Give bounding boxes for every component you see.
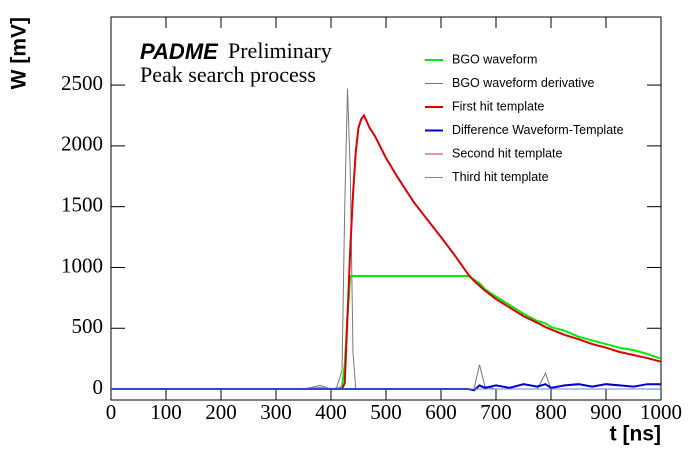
x-tick-label: 200 — [205, 400, 237, 424]
x-tick-label: 700 — [480, 400, 512, 424]
legend-label: Third hit template — [452, 170, 549, 184]
annotation: PADME — [140, 39, 219, 64]
y-tick-label: 2500 — [61, 71, 103, 95]
x-tick-label: 400 — [315, 400, 347, 424]
series-line — [111, 113, 662, 391]
x-tick-label: 800 — [535, 400, 567, 424]
x-tick-label: 900 — [590, 400, 622, 424]
y-tick-label: 500 — [72, 314, 104, 338]
y-tick-label: 1000 — [61, 253, 103, 277]
x-tick-label: 500 — [370, 400, 402, 424]
legend-label: BGO waveform — [452, 52, 537, 66]
x-tick-label: 100 — [150, 400, 182, 424]
y-tick-label: 2000 — [61, 132, 103, 156]
annotation: Preliminary — [228, 38, 332, 63]
y-axis-title: W [mV] — [8, 17, 31, 89]
y-tick-label: 1500 — [61, 192, 103, 216]
annotation: Peak search process — [140, 62, 316, 87]
x-tick-label: 1000 — [640, 400, 682, 424]
legend-label: Second hit template — [452, 146, 563, 160]
x-tick-label: 0 — [106, 400, 117, 424]
legend-label: BGO waveform derivative — [452, 76, 594, 90]
y-tick-label: 0 — [93, 375, 104, 399]
x-tick-label: 600 — [425, 400, 457, 424]
legend-label: Difference Waveform-Template — [452, 123, 624, 137]
x-axis-title: t [ns] — [610, 423, 661, 446]
legend-label: First hit template — [452, 99, 544, 113]
x-tick-label: 300 — [260, 400, 292, 424]
series-line — [111, 274, 662, 391]
